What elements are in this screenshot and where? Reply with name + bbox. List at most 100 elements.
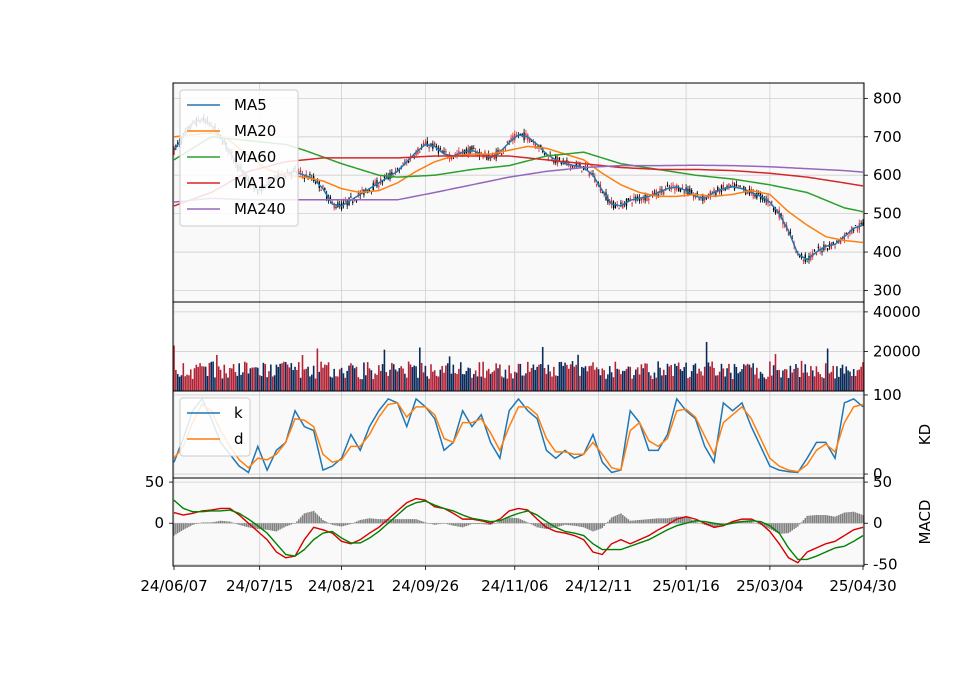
volume-bar xyxy=(752,363,754,391)
volume-bar xyxy=(348,365,350,391)
macd-histogram-bar xyxy=(722,523,725,525)
macd-histogram-bar xyxy=(353,522,356,524)
volume-bar xyxy=(659,367,661,391)
candle-body xyxy=(473,148,475,150)
volume-bar xyxy=(798,377,801,391)
volume-bar xyxy=(175,369,177,391)
x-tick-label: 24/08/21 xyxy=(308,577,375,595)
macd-histogram-bar xyxy=(499,521,501,524)
macd-histogram-bar xyxy=(487,523,490,525)
volume-bar xyxy=(776,370,779,391)
volume-bar xyxy=(437,376,440,391)
macd-histogram-bar xyxy=(214,521,216,524)
x-tick-label: 24/11/06 xyxy=(481,577,548,595)
volume-bar xyxy=(297,362,300,391)
volume-bar xyxy=(273,375,276,391)
macd-histogram-bar xyxy=(618,514,620,524)
macd-histogram-bar xyxy=(426,522,428,524)
macd-histogram-bar xyxy=(247,523,250,528)
volume-bar xyxy=(862,362,864,391)
macd-histogram-bar xyxy=(298,519,300,524)
volume-bar xyxy=(478,362,481,391)
candle-body xyxy=(575,163,577,166)
macd-histogram-bar xyxy=(338,523,341,527)
macd-histogram-bar xyxy=(314,512,317,524)
volume-bar xyxy=(810,366,812,391)
macd-histogram-bar xyxy=(255,523,257,529)
volume-bar xyxy=(320,361,322,391)
candle-body xyxy=(381,180,384,183)
volume-bar xyxy=(770,375,773,391)
macd-histogram-bar xyxy=(422,521,425,524)
price-y-tick-label: 500 xyxy=(873,205,902,223)
macd-histogram-bar xyxy=(357,520,360,524)
macd-histogram-bar xyxy=(631,520,633,524)
macd-histogram-bar xyxy=(681,516,684,524)
candle-body xyxy=(486,155,488,160)
candle-body xyxy=(730,185,732,187)
volume-bar xyxy=(251,367,254,391)
macd-histogram-bar xyxy=(275,523,278,532)
macd-histogram-bar xyxy=(754,522,756,524)
macd-histogram-bar xyxy=(394,519,397,524)
macd-histogram-bar xyxy=(672,517,674,524)
volume-bar xyxy=(582,367,585,391)
macd-histogram-bar xyxy=(564,523,566,525)
macd-histogram-bar xyxy=(826,515,829,524)
volume-bar xyxy=(234,372,237,391)
macd-histogram-bar xyxy=(337,523,339,526)
macd-histogram-bar xyxy=(344,523,347,526)
volume-bar xyxy=(446,363,449,391)
volume-bar xyxy=(230,368,233,391)
volume-bar xyxy=(299,377,302,391)
candle-body xyxy=(677,187,680,192)
volume-bar xyxy=(459,362,462,391)
price-legend-label: MA120 xyxy=(234,174,286,192)
macd-histogram-bar xyxy=(791,523,793,531)
macd-histogram-bar xyxy=(318,516,320,524)
x-tick-label: 25/04/30 xyxy=(829,577,896,595)
candle-body xyxy=(610,200,613,205)
volume-bar xyxy=(508,365,510,391)
volume-bar xyxy=(329,376,332,391)
candle-body xyxy=(352,201,354,204)
macd-histogram-bar xyxy=(489,523,492,525)
volume-bar xyxy=(540,364,542,391)
macd-histogram-bar xyxy=(843,512,846,524)
macd-histogram-bar xyxy=(541,523,544,529)
macd-histogram-bar xyxy=(253,523,255,529)
candle-body xyxy=(324,187,326,191)
macd-histogram-bar xyxy=(858,513,861,524)
macd-left-tick-label: 0 xyxy=(154,514,164,532)
volume-bar xyxy=(700,371,702,391)
volume-bar xyxy=(450,373,453,391)
macd-histogram-bar xyxy=(396,519,399,524)
volume-bar xyxy=(338,369,341,391)
price-y-tick-label: 600 xyxy=(873,166,902,184)
macd-histogram-bar xyxy=(595,523,598,531)
volume-bar xyxy=(322,367,324,391)
macd-histogram-bar xyxy=(279,523,281,530)
macd-histogram-bar xyxy=(340,523,343,527)
macd-histogram-bar xyxy=(467,523,469,526)
macd-histogram-bar xyxy=(731,521,734,524)
volume-bar xyxy=(378,365,380,391)
macd-histogram-bar xyxy=(240,523,242,526)
kd-y-tick-label: 0 xyxy=(873,465,883,483)
volume-bar xyxy=(571,361,574,391)
macd-histogram-bar xyxy=(538,523,540,528)
macd-histogram-bar xyxy=(446,523,449,525)
macd-histogram-bar xyxy=(465,523,468,527)
volume-bar xyxy=(836,366,838,391)
macd-histogram-bar xyxy=(607,521,609,524)
volume-bar xyxy=(417,377,419,391)
macd-histogram-bar xyxy=(517,518,520,524)
macd-histogram-bar xyxy=(221,520,224,524)
macd-histogram-bar xyxy=(560,523,563,526)
macd-histogram-bar xyxy=(443,523,445,524)
candle-body xyxy=(849,232,851,235)
macd-histogram-bar xyxy=(717,523,719,527)
volume-bar xyxy=(284,362,287,391)
volume-bar xyxy=(271,376,274,391)
volume-bar xyxy=(212,361,214,391)
